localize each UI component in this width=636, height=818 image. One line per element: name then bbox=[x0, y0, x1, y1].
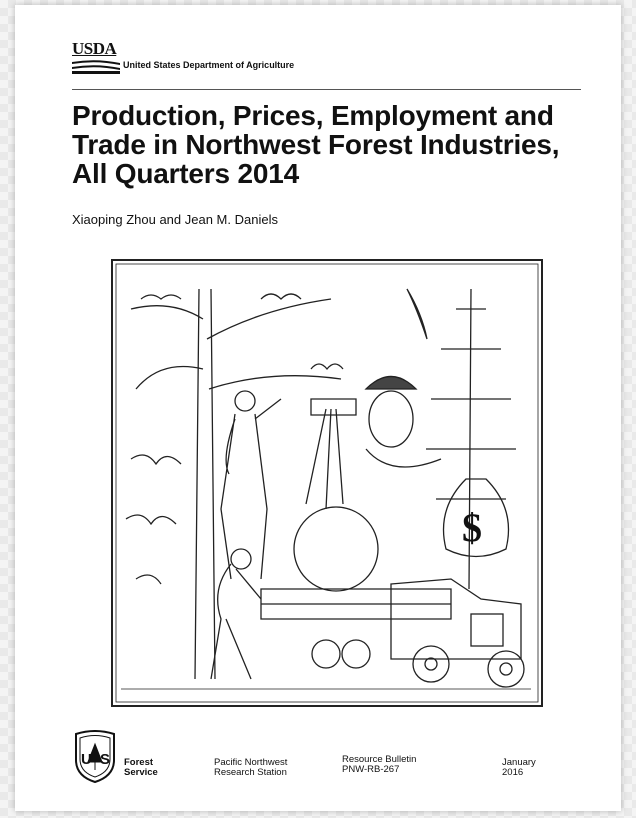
shield-letter: U bbox=[81, 751, 92, 768]
text-line: 2016 bbox=[502, 768, 536, 778]
cover-illustration: $ bbox=[111, 259, 543, 707]
forest-service-label: Forest Service bbox=[124, 758, 158, 778]
text-line: Research Station bbox=[214, 768, 287, 778]
text-line: Service bbox=[124, 768, 158, 778]
station-label: Pacific Northwest Research Station bbox=[214, 758, 287, 778]
forest-service-shield: U S bbox=[73, 730, 117, 784]
usda-logo-bars bbox=[72, 60, 120, 74]
agency-name: United States Department of Agriculture bbox=[123, 60, 294, 70]
header-rule bbox=[72, 89, 581, 90]
authors: Xiaoping Zhou and Jean M. Daniels bbox=[72, 212, 278, 227]
usda-mark: USDA bbox=[72, 39, 116, 59]
cover-page: USDA United States Department of Agricul… bbox=[15, 5, 621, 811]
screen: USDA United States Department of Agricul… bbox=[0, 0, 636, 818]
series-label: Resource Bulletin PNW-RB-267 bbox=[342, 755, 416, 775]
shield-letter: S bbox=[100, 751, 110, 768]
date-label: January 2016 bbox=[502, 758, 536, 778]
dollar-sign: $ bbox=[462, 505, 482, 550]
document-title: Production, Prices, Employment and Trade… bbox=[72, 101, 562, 188]
text-line: PNW-RB-267 bbox=[342, 765, 416, 775]
